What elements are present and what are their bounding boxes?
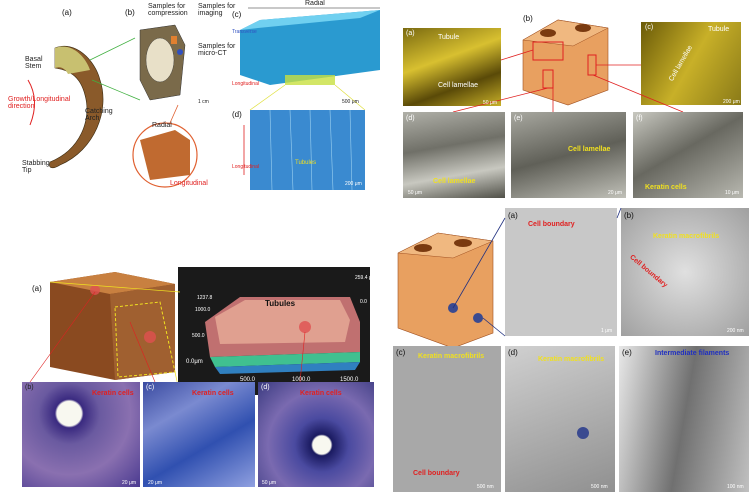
- stain-image-c: [143, 382, 255, 487]
- panel-label: (b): [624, 211, 634, 220]
- scale-label: 10 μm: [725, 190, 739, 196]
- scale-label: 500 μm: [342, 100, 359, 105]
- scale-label: 500 nm: [591, 484, 608, 490]
- radial-label: Radial: [152, 122, 172, 129]
- z-axis-bottom: 0.0: [360, 300, 367, 305]
- panel-label: (d): [261, 384, 270, 391]
- z-axis-top: 259.4 μm: [355, 276, 376, 281]
- scale-label: 200 μm: [345, 182, 362, 187]
- scale-label: 50 μm: [408, 190, 422, 196]
- panel-label: (b): [25, 384, 34, 391]
- panel-label: (a): [32, 284, 42, 293]
- x-tick: 1000.0: [292, 377, 310, 383]
- longitudinal-axis-label: Longitudinal: [232, 82, 259, 87]
- tubules-label: Tubules: [295, 160, 316, 166]
- stain-image-b: [22, 382, 140, 487]
- keratin-cells-label: Keratin cells: [92, 390, 134, 397]
- keratin-cells-label: Keratin cells: [300, 390, 342, 397]
- bottom-left-figure: (a) (b) (c) (d) 259.4 μm 0.0 1237.8 1000…: [0, 262, 380, 492]
- scale-label: 500 nm: [477, 484, 494, 490]
- intermediate-filaments-label: Intermediate filaments: [655, 350, 729, 357]
- samples-microct-label: Samples for micro-CT: [198, 43, 243, 57]
- panel-label: (b): [523, 14, 533, 23]
- sample-compression: [171, 36, 177, 44]
- radial-axis-label: Radial: [305, 0, 325, 7]
- x-tick: 1500.0: [340, 377, 358, 383]
- scale-label: 20 μm: [148, 480, 162, 486]
- scale-label: 200 μm: [723, 99, 740, 105]
- panel-label: (c): [146, 384, 154, 391]
- cell-lamellae-label: Cell lamellae: [438, 82, 478, 89]
- scale-label: 1 μm: [601, 328, 612, 334]
- scale-label: 50 μm: [483, 100, 497, 106]
- zoom-connector: [170, 105, 178, 123]
- cell-boundary-label: Cell boundary: [413, 470, 460, 477]
- cell-boundary-label: Cell boundary: [528, 221, 575, 228]
- panel-label: (c): [396, 348, 405, 357]
- tubule-panel: [250, 110, 365, 190]
- keratin-macrofibrils-label: Keratin macrofibrils: [418, 353, 484, 360]
- top-right-figure: (a) (b) (c) (d) (e) (f) Tubule Cell lame…: [393, 0, 752, 200]
- panel-label: (d): [232, 110, 242, 119]
- scale-label: 20 μm: [608, 190, 622, 196]
- samples-imaging-label: Samples for imaging: [198, 3, 238, 17]
- microct-slice: [285, 75, 335, 85]
- y-tick: 1000.0: [195, 308, 210, 313]
- cell-lamellae-label: Cell lamellae: [433, 178, 475, 185]
- micrograph-d: [403, 112, 505, 198]
- longitudinal-label: Longitudinal: [170, 180, 208, 187]
- tubules-label: Tubules: [265, 300, 295, 308]
- panel-label: (e): [514, 115, 523, 122]
- keratin-macrofibrils-label: Keratin macrofibrils: [653, 233, 719, 240]
- keratin-cells-label: Keratin cells: [192, 390, 234, 397]
- stabbing-tip-label: Stabbing Tip: [22, 160, 52, 174]
- connector-line: [90, 38, 135, 60]
- horn-band: [55, 47, 90, 74]
- basal-stem-label: Basal Stem: [25, 56, 55, 70]
- scale-label: 50 μm: [262, 480, 276, 486]
- scale-label: 1 cm: [198, 100, 209, 105]
- scale-label: 100 nm: [727, 484, 744, 490]
- keratin-cells-label: Keratin cells: [645, 184, 687, 191]
- cross-section-hole: [146, 38, 174, 82]
- samples-compression-label: Samples for compression: [148, 3, 198, 17]
- x-tick: 500.0: [240, 377, 255, 383]
- panel-label: (a): [62, 8, 72, 17]
- transverse-axis-label: Transverse: [232, 30, 257, 35]
- tubule-label: Tubule: [708, 26, 729, 33]
- panel-label: (a): [406, 30, 415, 37]
- scale-label: 20 μm: [122, 480, 136, 486]
- keratin-macrofibrils-label: Keratin macrofibrils: [538, 356, 604, 363]
- bottom-right-figure: (a) (b) (c) (d) (e) Cell boundary Kerati…: [393, 208, 752, 492]
- longitudinal-d-label: Longitudinal: [232, 165, 259, 170]
- cell-lamellae-label: Cell lamellae: [568, 146, 610, 153]
- y-tick: 0.0μm: [186, 359, 203, 365]
- stain-image-d: [258, 382, 374, 487]
- y-tick: 500.0: [192, 334, 205, 339]
- tubule-label: Tubule: [438, 34, 459, 41]
- panel-label: (d): [406, 115, 415, 122]
- scale-label: 200 nm: [727, 328, 744, 334]
- panel-label: (a): [508, 211, 518, 220]
- panel-label: (b): [125, 8, 135, 17]
- growth-direction-label: Growth/Longitudinal direction: [8, 96, 63, 110]
- sample-microct: [177, 49, 183, 55]
- panel-label: (c): [645, 24, 653, 31]
- panel-label: (d): [508, 348, 518, 357]
- top-left-figure: (a) (b) (c) (d) Basal Stem Growth/Longit…: [0, 0, 380, 200]
- catching-arch-label: Catching Arch: [85, 108, 125, 122]
- y-tick: 1237.8: [197, 296, 212, 301]
- panel-label: (f): [636, 115, 643, 122]
- micrograph-e: [511, 112, 626, 198]
- panel-label: (e): [622, 348, 632, 357]
